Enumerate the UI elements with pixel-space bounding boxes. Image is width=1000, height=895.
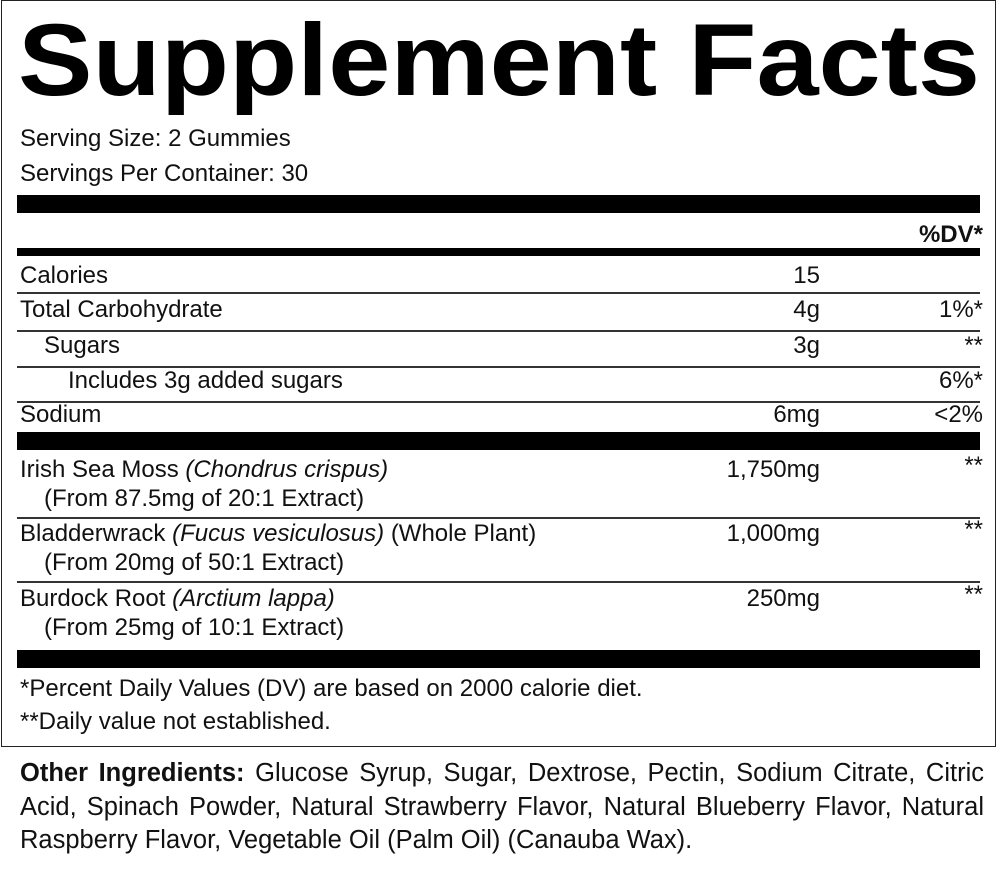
nutrient-dv: 6%*: [938, 367, 983, 394]
dv-header: %DV*: [918, 221, 983, 248]
botanical-part: (Whole Plant): [390, 520, 537, 547]
botanical-name-line: Bladderwrack (Fucus vesiculosus) (Whole …: [20, 520, 536, 548]
thick-rule: [17, 650, 980, 668]
nutrient-name: Calories: [20, 262, 109, 289]
botanical-latin: (Arctium lappa): [172, 585, 335, 612]
nutrient-amount: 4g: [793, 296, 820, 323]
botanical-name: Bladderwrack: [20, 520, 166, 547]
title-svg: Supplement Facts: [18, 3, 980, 115]
botanical-amount: 1,750mg: [726, 456, 820, 483]
medium-rule: [17, 248, 980, 256]
other-ingredients: Other Ingredients: Glucose Syrup, Sugar,…: [20, 757, 984, 858]
botanical-dv: **: [964, 516, 983, 543]
thick-rule: [17, 432, 980, 450]
botanical-amount: 250mg: [746, 585, 820, 612]
nutrient-amount: 6mg: [773, 401, 820, 428]
footnote: *Percent Daily Values (DV) are based on …: [20, 675, 643, 702]
row-rule: [17, 581, 980, 583]
nutrient-amount: 3g: [793, 332, 820, 359]
nutrient-name: Sodium: [20, 401, 102, 428]
thick-rule: [17, 195, 980, 213]
footnote: **Daily value not established.: [20, 708, 331, 735]
botanical-dv: **: [964, 452, 983, 479]
botanical-name-line: Irish Sea Moss (Chondrus crispus): [20, 456, 388, 484]
botanical-amount: 1,000mg: [726, 520, 820, 547]
serving-size: Serving Size: 2 Gummies: [20, 125, 291, 152]
row-rule: [17, 292, 980, 294]
nutrient-amount: 15: [793, 262, 820, 289]
row-rule: [17, 517, 980, 519]
botanical-detail: (From 25mg of 10:1 Extract): [44, 614, 345, 641]
botanical-name: Irish Sea Moss: [20, 456, 179, 483]
nutrient-dv: **: [964, 332, 983, 359]
servings-per-container: Servings Per Container: 30: [20, 160, 309, 187]
botanical-latin: (Fucus vesiculosus): [172, 520, 385, 547]
row-rule: [17, 366, 980, 368]
row-rule: [17, 330, 980, 332]
title: Supplement Facts: [18, 3, 980, 115]
botanical-latin: (Chondrus crispus): [185, 456, 389, 483]
nutrient-name: Includes 3g added sugars: [68, 367, 343, 394]
label-box: [1, 0, 996, 747]
nutrient-dv: <2%: [934, 401, 983, 428]
row-rule: [17, 401, 980, 403]
nutrient-name: Total Carbohydrate: [20, 296, 223, 323]
nutrient-dv: 1%*: [938, 296, 983, 323]
botanical-dv: **: [964, 581, 983, 608]
botanical-detail: (From 87.5mg of 20:1 Extract): [44, 485, 365, 512]
nutrient-name: Sugars: [44, 332, 121, 359]
other-text: Glucose Syrup, Sugar, Dextrose, Pectin, …: [20, 759, 984, 854]
other-label: Other Ingredients:: [20, 759, 245, 787]
botanical-detail: (From 20mg of 50:1 Extract): [44, 549, 345, 576]
botanical-name: Burdock Root: [20, 585, 166, 612]
botanical-name-line: Burdock Root (Arctium lappa): [20, 585, 335, 613]
